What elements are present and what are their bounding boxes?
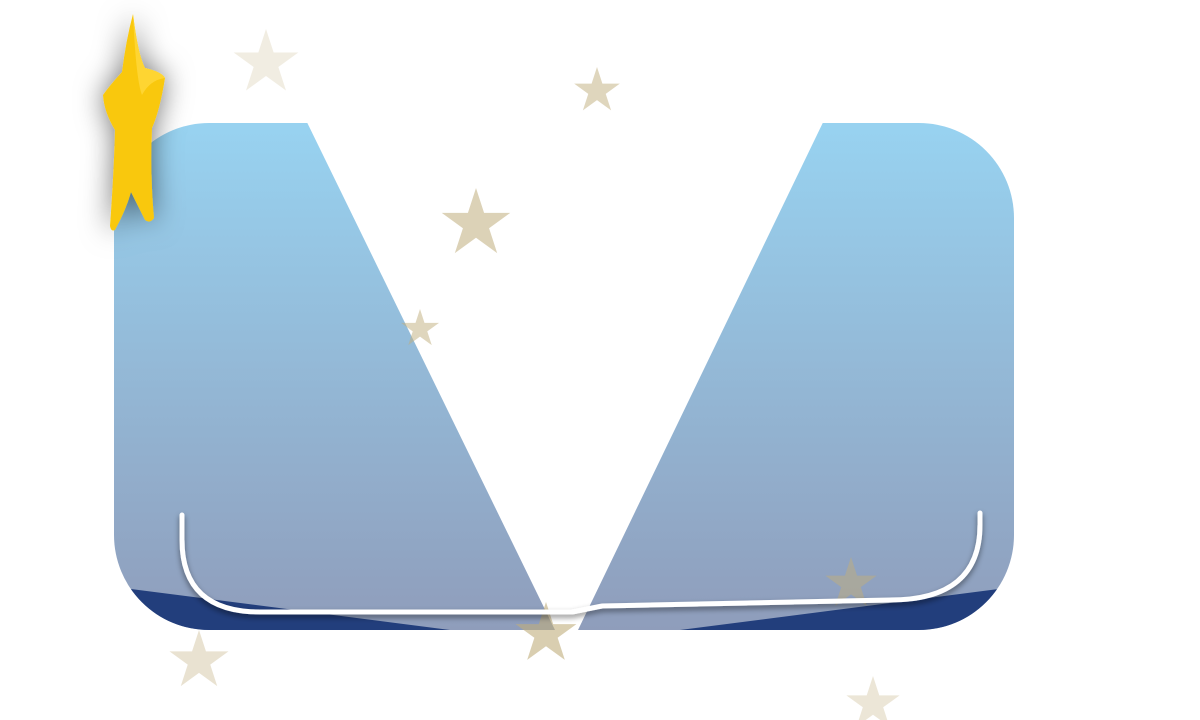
star-icon (233, 29, 299, 91)
star-icon (846, 676, 900, 720)
frame-line (179, 510, 983, 615)
card-panels (114, 123, 1014, 630)
star-highlight (133, 14, 165, 95)
star-icon (103, 14, 165, 231)
star-icon (574, 67, 620, 111)
frame-line-left (179, 512, 575, 615)
accent-star (103, 14, 165, 231)
frame-line-right (569, 510, 983, 615)
star-icon (169, 630, 229, 687)
left-panel (114, 123, 555, 630)
right-panel (578, 123, 1014, 630)
bottom-band-right (680, 585, 1014, 630)
star-icon (441, 188, 511, 254)
